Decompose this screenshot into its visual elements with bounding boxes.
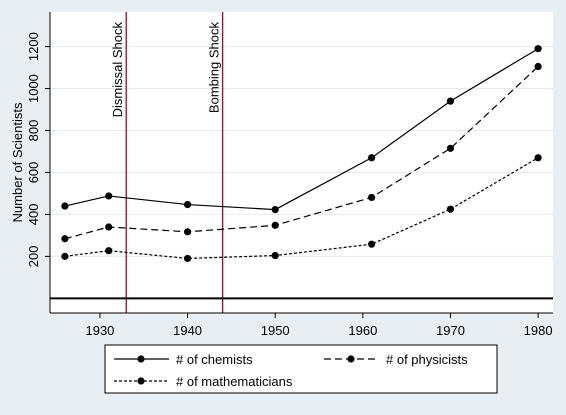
data-point xyxy=(271,205,279,214)
data-point xyxy=(61,252,69,260)
data-point xyxy=(446,144,455,152)
x-tick-label: 1980 xyxy=(524,323,553,338)
x-tick-label: 1960 xyxy=(348,323,377,338)
data-point xyxy=(368,154,376,162)
plot-area xyxy=(50,12,553,313)
y-tick-label: 800 xyxy=(26,120,41,142)
shock-label: Dismissal Shock xyxy=(110,22,125,118)
x-tick-label: 1930 xyxy=(85,323,114,338)
legend-label: # of chemists xyxy=(176,352,253,367)
legend-items: # of chemists # of physicists # of mathema… xyxy=(114,352,468,389)
data-point xyxy=(183,254,192,263)
data-point xyxy=(446,97,455,105)
legend-label: # of mathematicians xyxy=(176,374,293,389)
data-point xyxy=(534,154,542,162)
data-point xyxy=(271,221,279,229)
data-point xyxy=(368,193,376,202)
data-point xyxy=(368,240,376,248)
data-point xyxy=(183,228,192,236)
data-point xyxy=(105,247,113,255)
y-tick-label: 1000 xyxy=(26,74,41,103)
axes: 200 400 600 800 1000 1200 1930 1940 1950 1960 1970… xyxy=(26,12,553,338)
y-axis-label: Number of Scientists xyxy=(10,102,25,222)
shock-lines: Dismissal Shock Bombing Shock xyxy=(110,12,224,313)
data-point xyxy=(271,251,279,260)
data-point xyxy=(105,192,113,200)
x-tick-label: 1970 xyxy=(436,323,465,338)
shock-label: Bombing Shock xyxy=(207,22,222,114)
data-point xyxy=(183,200,192,209)
data-point xyxy=(446,205,455,213)
x-tick-label: 1940 xyxy=(173,323,202,338)
y-tick-label: 200 xyxy=(26,246,41,268)
data-point xyxy=(534,45,542,53)
x-tick-label: 1950 xyxy=(261,323,290,338)
y-tick-label: 600 xyxy=(26,162,41,184)
gridlines xyxy=(50,46,553,257)
data-point xyxy=(61,235,69,243)
legend-swatch-marker xyxy=(137,355,145,363)
data-point xyxy=(105,223,113,231)
legend-label: # of physicists xyxy=(386,352,468,367)
series-lines xyxy=(61,45,542,263)
legend xyxy=(104,344,498,394)
legend-swatch-marker xyxy=(347,355,355,363)
y-tick-label: 1200 xyxy=(26,32,41,61)
data-point xyxy=(534,62,542,71)
y-tick-label: 400 xyxy=(26,204,41,226)
data-point xyxy=(61,202,69,210)
legend-swatch-marker xyxy=(137,377,145,385)
